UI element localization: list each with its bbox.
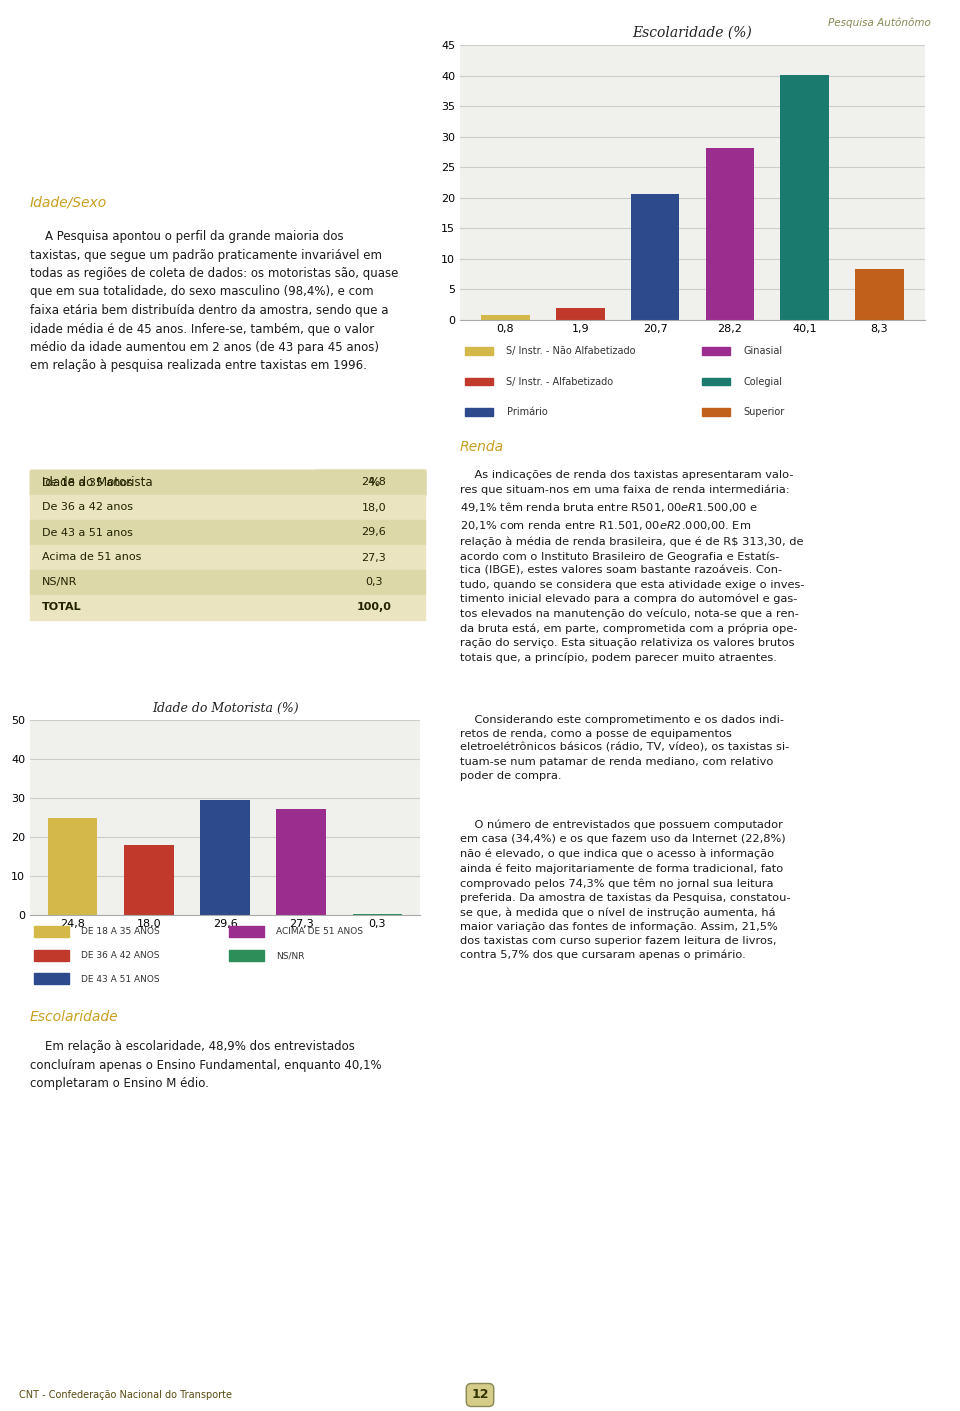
Text: DE 36 A 42 ANOS: DE 36 A 42 ANOS [81,951,159,961]
Bar [34,974,69,985]
Text: NS/NR: NS/NR [42,577,77,587]
Bar [30,521,425,545]
Bar [314,470,425,495]
Text: 24,8: 24,8 [361,477,386,487]
Text: 0,3: 0,3 [365,577,382,587]
Text: ECONÔMICAS: ECONÔMICAS [43,113,154,128]
Bar [48,818,97,914]
Bar [30,545,425,570]
Text: 12: 12 [471,1388,489,1401]
Text: 100,0: 100,0 [356,602,391,612]
Bar [706,148,755,320]
Text: De 36 a 42 anos: De 36 a 42 anos [42,502,132,512]
Bar [34,950,69,961]
Bar [201,800,250,914]
Text: %: % [368,476,379,490]
Text: Considerando este comprometimento e os dados indi-
retos de renda, como a posse : Considerando este comprometimento e os d… [460,715,789,782]
Bar [465,347,492,354]
Bar [124,845,174,914]
Bar [702,347,730,354]
Text: Superior: Superior [744,406,785,416]
Text: Acima de 51 anos: Acima de 51 anos [42,553,141,563]
Bar [702,378,730,385]
Text: 18,0: 18,0 [361,502,386,512]
Bar [702,408,730,415]
Bar [228,926,264,937]
Text: NS/NR: NS/NR [276,951,304,961]
Text: Em relação à escolaridade, 48,9% dos entrevistados
concluíram apenas o Ensino Fu: Em relação à escolaridade, 48,9% dos ent… [30,1040,382,1091]
Text: O número de entrevistados que possuem computador
em casa (34,4%) e os que fazem : O número de entrevistados que possuem co… [460,820,790,961]
Bar [465,378,492,385]
Text: TOTAL: TOTAL [42,602,82,612]
Title: Idade do Motorista (%): Idade do Motorista (%) [152,701,299,714]
Bar [30,495,425,521]
Text: S/ Instr. - Não Alfabetizado: S/ Instr. - Não Alfabetizado [507,346,636,356]
Text: DE 43 A 51 ANOS: DE 43 A 51 ANOS [81,975,159,983]
Text: As indicações de renda dos taxistas apresentaram valo-
res que situam-nos em uma: As indicações de renda dos taxistas apre… [460,470,804,663]
Text: Idade do Motorista: Idade do Motorista [42,476,153,490]
Bar [276,809,326,914]
Text: A Pesquisa apontou o perfil da grande maioria dos
taxistas, que segue um padrão : A Pesquisa apontou o perfil da grande ma… [30,230,398,373]
Bar [30,470,425,495]
Bar [556,309,605,320]
Bar [30,470,425,495]
Text: Pesquisa Autônômo: Pesquisa Autônômo [828,18,931,28]
Text: CARACTERÍSTICAS SÓCIO-: CARACTERÍSTICAS SÓCIO- [43,63,258,79]
Bar [30,595,425,619]
Title: Escolaridade (%): Escolaridade (%) [633,25,753,40]
Text: Renda: Renda [460,440,504,454]
Bar [481,315,530,320]
Text: Ginasial: Ginasial [744,346,782,356]
Bar [30,570,425,595]
Text: 27,3: 27,3 [361,553,386,563]
Text: DE 18 A 35 ANOS: DE 18 A 35 ANOS [81,927,159,937]
Text: Colegial: Colegial [744,377,782,387]
Text: De 18 a 35 anos: De 18 a 35 anos [42,477,132,487]
Text: CNT - Confederação Nacional do Transporte: CNT - Confederação Nacional do Transport… [19,1390,232,1400]
Text: ACIMA DE 51 ANOS: ACIMA DE 51 ANOS [276,927,363,937]
Text: S/ Instr. - Alfabetizado: S/ Instr. - Alfabetizado [507,377,613,387]
Text: De 43 a 51 anos: De 43 a 51 anos [42,528,132,538]
Bar [34,926,69,937]
Bar [228,950,264,961]
Text: Escolaridade: Escolaridade [30,1010,119,1024]
Bar [631,193,680,320]
Bar [855,270,904,320]
Bar [780,75,829,320]
Bar [465,408,492,415]
Text: Idade/Sexo: Idade/Sexo [30,195,108,209]
Text: Primário: Primário [507,406,547,416]
Text: 29,6: 29,6 [361,528,386,538]
